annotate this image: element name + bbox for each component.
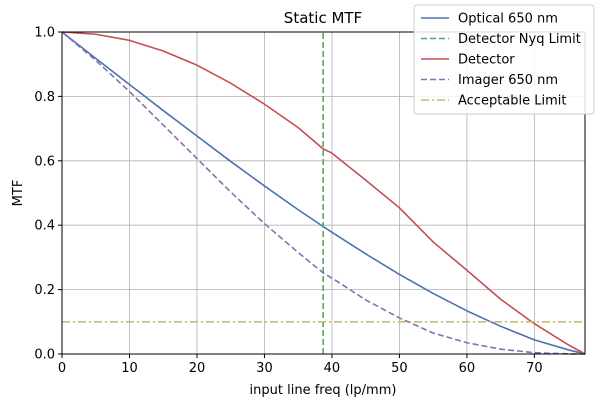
x-tick-label: 60 bbox=[459, 361, 476, 376]
series-line-optical-650-nm bbox=[61, 31, 586, 355]
x-tick-label: 70 bbox=[526, 361, 543, 376]
legend-label-imager-650-nm: Imager 650 nm bbox=[458, 73, 558, 88]
x-tick-label: 30 bbox=[256, 361, 273, 376]
legend-label-detector: Detector bbox=[458, 53, 515, 68]
legend-label-acceptable-limit: Acceptable Limit bbox=[458, 94, 567, 109]
y-tick-label: 0.8 bbox=[34, 90, 55, 105]
y-axis-label: MTF bbox=[11, 180, 26, 207]
x-axis-label: input line freq (lp/mm) bbox=[250, 383, 397, 398]
x-tick-label: 40 bbox=[324, 361, 341, 376]
y-tick-label: 0.2 bbox=[34, 283, 55, 298]
x-tick-label: 10 bbox=[121, 361, 138, 376]
y-tick-label: 1.0 bbox=[34, 26, 55, 41]
series-layer bbox=[61, 31, 586, 355]
legend: Optical 650 nm Detector Nyq Limit Detector… bbox=[413, 4, 595, 115]
y-tick-label: 0.6 bbox=[34, 154, 55, 169]
x-tick-label: 50 bbox=[391, 361, 408, 376]
series-line-detector bbox=[61, 31, 586, 355]
y-axis: 0.0 0.2 0.4 0.6 0.8 1.0 bbox=[34, 26, 62, 363]
series-line-imager-650-nm bbox=[61, 31, 586, 355]
y-tick-label: 0.0 bbox=[34, 348, 55, 363]
y-tick-label: 0.4 bbox=[34, 219, 55, 234]
x-axis: 0 10 20 30 40 50 60 70 bbox=[58, 354, 543, 376]
x-tick-label: 0 bbox=[58, 361, 66, 376]
legend-label-detector-nyq-limit: Detector Nyq Limit bbox=[458, 32, 581, 47]
legend-box bbox=[413, 4, 595, 115]
plot-frame bbox=[61, 31, 586, 355]
chart-title: Static MTF bbox=[284, 9, 362, 27]
x-tick-label: 20 bbox=[189, 361, 206, 376]
legend-label-optical-650-nm: Optical 650 nm bbox=[458, 12, 558, 27]
